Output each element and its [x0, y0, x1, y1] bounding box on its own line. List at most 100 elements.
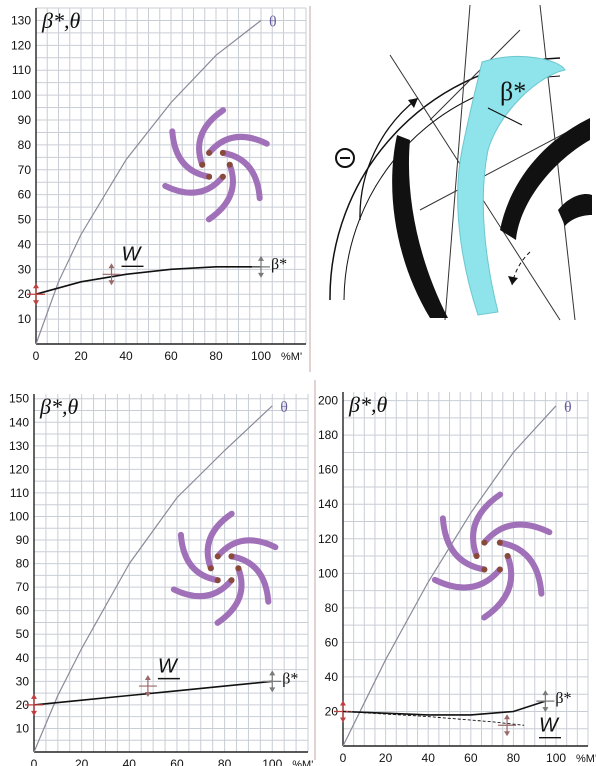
w-annotation-label: W: [122, 243, 143, 265]
beta-indicator-line: [487, 107, 523, 126]
y-tick-label: 20: [16, 698, 30, 712]
impeller-hub-dot: [206, 173, 213, 180]
marker-icon: [269, 687, 276, 693]
marker-icon: [31, 693, 37, 699]
y-tick-label: 140: [9, 415, 29, 429]
construction-line: [419, 119, 591, 211]
impeller-arm: [196, 107, 227, 168]
y-tick-label: 60: [325, 635, 339, 649]
y-tick-label: 110: [10, 486, 29, 500]
y-tick-label: 40: [16, 651, 30, 665]
impeller-arm: [214, 537, 279, 560]
y-tick-label: 110: [12, 63, 31, 77]
marker-icon: [144, 692, 151, 698]
impeller-hub-dot: [199, 161, 206, 168]
impeller-arm: [496, 539, 545, 597]
impeller-hub-dot: [214, 553, 221, 560]
impeller-hub-dot: [219, 149, 226, 156]
arrow-head-icon: [508, 276, 518, 285]
impeller-arm: [162, 173, 226, 196]
y-tick-label: 150: [9, 392, 29, 406]
y-tick-label: 80: [16, 557, 30, 571]
impeller-hub-dot: [207, 565, 214, 572]
vane-black-left: [392, 135, 448, 318]
beta-series-line: [35, 265, 261, 295]
chart-top-left: 10 20 30 40 50 60 70 80 90 100 110 120 130 0 20 40 60 80 1…: [11, 7, 307, 363]
y-tick-label: 70: [18, 163, 32, 177]
x-tick-label: 40: [119, 349, 133, 363]
y-tick-label: 200: [318, 394, 338, 408]
impeller-hub-dot: [496, 566, 503, 573]
impeller-arm: [204, 510, 235, 572]
chart-bottom-right: 20 40 60 80 100 120 140 160 180 200 0 20 40 60 80 100 %M…: [318, 392, 596, 765]
marker-icon: [258, 272, 264, 278]
y-tick-label: 10: [16, 721, 30, 735]
theta-symbol-icon: [335, 148, 355, 168]
marker-icon: [340, 700, 346, 706]
marker-icon: [504, 714, 511, 720]
impeller-arm: [177, 531, 221, 584]
impeller-arm: [481, 521, 553, 546]
x-tick-label: 0: [340, 751, 347, 765]
x-tick-label: 60: [464, 751, 478, 765]
y-tick-label: 140: [318, 497, 338, 511]
y-tick-label: 100: [9, 509, 29, 523]
impeller-arm: [205, 161, 236, 223]
x-tick-label: 60: [164, 349, 178, 363]
y-tick-label: 50: [18, 213, 32, 227]
marker-icon: [144, 675, 151, 681]
y-tick-label: 120: [9, 462, 29, 476]
beta-series-label: β*: [555, 690, 571, 707]
y-tick-label: 30: [18, 262, 32, 276]
y-axis-label: β*,θ: [41, 8, 80, 33]
y-tick-label: 40: [18, 237, 32, 251]
x-tick-label: 80: [507, 751, 521, 765]
y-tick-label: 90: [18, 113, 32, 127]
x-tick-label: 80: [218, 757, 232, 766]
construction-line: [444, 4, 471, 321]
x-tick-label: 20: [75, 757, 89, 766]
y-tick-label: 30: [16, 674, 30, 688]
vane-black-middle: [500, 118, 590, 240]
x-tick-label: 100: [262, 757, 282, 766]
impeller-hub-dot: [226, 161, 233, 168]
x-tick-label: 40: [422, 751, 436, 765]
arrow-head-icon: [408, 98, 418, 108]
impeller-hub-dot: [473, 553, 480, 560]
impeller-arm: [431, 566, 503, 591]
x-tick-label: 80: [209, 349, 223, 363]
y-tick-label: 80: [325, 601, 339, 615]
beta-series-line: [342, 700, 546, 716]
marker-icon: [108, 280, 115, 286]
y-tick-label: 10: [18, 312, 32, 326]
marker-icon: [542, 690, 549, 696]
impeller-arm: [228, 553, 272, 605]
y-tick-label: 70: [16, 580, 30, 594]
marker-icon: [504, 731, 511, 737]
marker-icon: [542, 707, 549, 713]
x-tick-label: 100: [546, 751, 566, 765]
impeller-arm: [206, 133, 270, 156]
y-tick-label: 160: [318, 463, 338, 477]
w-annotation-label: W: [158, 656, 179, 678]
impeller-hub-dot: [481, 566, 488, 573]
y-tick-label: 120: [11, 38, 31, 52]
theta-series-line: [33, 405, 273, 753]
x-tick-label: 100: [251, 349, 271, 363]
impeller-arm: [219, 149, 263, 202]
y-tick-label: 60: [16, 604, 30, 618]
construction-line: [429, 29, 521, 121]
theta-series-label: θ: [280, 399, 288, 416]
beta-series-line: [33, 680, 273, 706]
x-tick-label: 20: [74, 349, 88, 363]
y-tick-label: 20: [18, 287, 32, 301]
theta-series-line: [342, 405, 557, 747]
x-unit-label: %M': [576, 753, 596, 765]
impeller-hub-dot: [214, 577, 221, 584]
y-tick-label: 180: [318, 428, 338, 442]
y-tick-label: 100: [318, 566, 338, 580]
w-annotation-label: W: [539, 715, 560, 737]
w-series-line: [342, 711, 525, 726]
highlighted-vane: [457, 56, 566, 316]
impeller-hub-dot: [228, 577, 235, 584]
